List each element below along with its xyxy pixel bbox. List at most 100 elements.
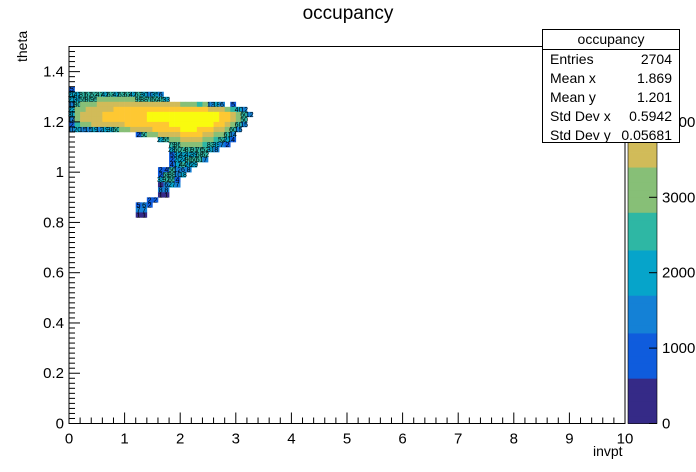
heatmap-cell xyxy=(196,147,203,153)
cell-value: 52 xyxy=(90,92,98,99)
cell-value: 99 xyxy=(135,97,143,104)
heatmap-cell xyxy=(80,121,86,128)
cell-value: 14 xyxy=(229,132,237,139)
stats-label: Mean y xyxy=(550,89,596,105)
heatmap-cell xyxy=(224,116,231,123)
cell-value: 2 xyxy=(148,197,152,204)
cell-value: 19 xyxy=(90,127,98,134)
heatmap-cell xyxy=(152,96,159,103)
heatmap-cell xyxy=(146,202,153,208)
heatmap-cell xyxy=(163,101,170,108)
cell-value: 27 xyxy=(168,182,176,189)
heatmap-cell xyxy=(74,126,81,133)
heatmap-cell xyxy=(85,91,92,98)
heatmap-cell xyxy=(180,152,187,158)
heatmap-cell xyxy=(74,111,81,118)
y-axis: 0 0.2 0.4 0.6 0.8 1 1.2 1.4 xyxy=(43,46,80,433)
cell-value: 81 xyxy=(79,92,87,99)
heatmap-cell xyxy=(113,91,120,98)
heatmap-cell xyxy=(119,126,125,133)
heatmap-cell xyxy=(141,111,148,118)
cell-value: 56 xyxy=(168,167,176,174)
heatmap-cell xyxy=(102,96,109,103)
x-tick-label: 6 xyxy=(398,431,406,448)
heatmap-cell xyxy=(180,172,187,178)
cell-value: 60 xyxy=(151,97,159,104)
heatmap-cell xyxy=(74,96,81,103)
heatmap-cell xyxy=(102,126,109,133)
cell-value: 20 xyxy=(174,157,182,164)
heatmap-cell xyxy=(80,126,86,133)
heatmap-cell xyxy=(96,101,103,108)
heatmap-cell xyxy=(180,111,187,118)
heatmap-cell xyxy=(157,116,164,123)
cell-value: 92 xyxy=(162,177,170,184)
heatmap-cell xyxy=(80,91,86,98)
heatmap-cell xyxy=(174,131,181,138)
stats-value: 1.869 xyxy=(636,70,672,86)
palette-swatch xyxy=(628,235,657,243)
palette-swatch xyxy=(628,212,657,221)
heatmap-cell xyxy=(119,121,125,128)
heatmap-cell xyxy=(163,172,170,178)
stats-title: occupancy xyxy=(543,30,679,50)
heatmap-cell xyxy=(163,96,170,103)
cell-value: 21 xyxy=(68,97,76,104)
heatmap-cell xyxy=(191,147,198,153)
y-tick-label: 1.2 xyxy=(43,114,64,131)
heatmap-cell xyxy=(185,152,192,158)
heatmap-cell xyxy=(130,96,137,103)
heatmap-cell xyxy=(74,91,81,98)
cell-value: 68 xyxy=(162,172,170,179)
y-tick-label: 0.6 xyxy=(43,265,64,282)
heatmap-cell xyxy=(96,121,103,128)
heatmap-cell xyxy=(157,111,164,118)
heatmap-cell xyxy=(213,116,220,123)
x-axis-label: invpt xyxy=(593,443,623,459)
heatmap-cell xyxy=(102,91,109,98)
cell-value: 8 xyxy=(214,147,218,154)
palette-swatch xyxy=(628,370,657,379)
heatmap-cell xyxy=(180,116,187,123)
stats-row-std-dev-y: Std Dev y 0.05681 xyxy=(543,126,679,145)
heatmap-cell xyxy=(224,121,231,128)
heatmap-cell xyxy=(141,91,148,98)
heatmap-cell xyxy=(69,116,75,123)
heatmap-cell xyxy=(130,101,137,108)
heatmap-cell xyxy=(91,91,98,98)
cell-value: 50 xyxy=(140,132,148,139)
heatmap-cell xyxy=(196,111,203,118)
cell-value: 42 xyxy=(73,92,81,99)
heatmap-cell xyxy=(230,126,237,133)
heatmap-cell xyxy=(141,212,148,218)
palette-swatch xyxy=(628,378,657,387)
heatmap-cell xyxy=(85,101,92,108)
cell-value: 88 xyxy=(168,172,176,179)
heatmap-cell xyxy=(74,121,81,128)
palette-swatch xyxy=(628,363,657,372)
heatmap-cell xyxy=(241,106,248,113)
cell-value: 86 xyxy=(174,142,182,149)
x-tick-label: 5 xyxy=(343,431,351,448)
heatmap-cell xyxy=(80,111,86,118)
cell-value: 91 xyxy=(190,147,198,154)
cell-value: 15 xyxy=(85,127,93,134)
heatmap-cell xyxy=(146,96,153,103)
heatmap-cell xyxy=(169,172,175,178)
heatmap-cell xyxy=(124,111,131,118)
heatmap-cell xyxy=(146,197,153,203)
heatmap-cell xyxy=(80,101,86,108)
heatmap-cell xyxy=(124,126,131,133)
palette-swatch xyxy=(628,302,657,311)
cell-value: 2 xyxy=(148,202,152,209)
heatmap-cell xyxy=(196,121,203,128)
heatmap-cell xyxy=(107,116,114,123)
heatmap-cell xyxy=(196,136,203,143)
heatmap-cell xyxy=(169,162,175,168)
heatmap-cell xyxy=(174,116,181,123)
cell-value: 23 xyxy=(68,107,76,114)
palette-swatch xyxy=(628,333,657,341)
y-tick-label: 0.8 xyxy=(43,214,64,231)
heatmap-cell xyxy=(157,121,164,128)
cell-value: 31 xyxy=(207,147,215,154)
